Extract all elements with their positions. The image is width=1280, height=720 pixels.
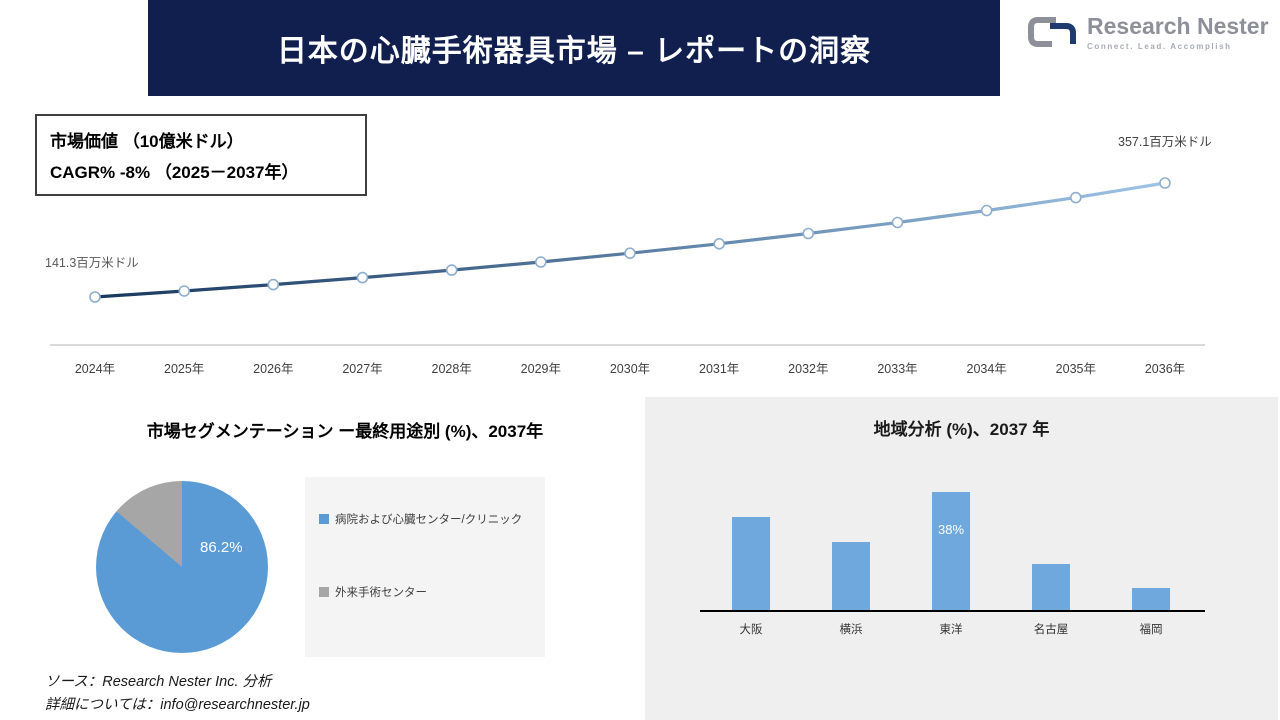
line-marker bbox=[534, 256, 547, 268]
source-note: ソース：Research Nester Inc. 分析 bbox=[45, 674, 272, 690]
bar-1 bbox=[732, 517, 770, 610]
bar-x-axis bbox=[700, 610, 1205, 612]
pie-legend: 病院および心臓センター/クリニック 外来手術センター bbox=[305, 477, 545, 657]
line-marker bbox=[891, 216, 904, 229]
contact-note: 詳細については：info@researchnester.jp bbox=[45, 697, 310, 713]
page-title: 日本の心臓手術器具市場 – レポートの洞察 bbox=[276, 35, 872, 68]
regional-analysis-panel: 地域分析 (%)、2037 年 大阪 横浜 38% 東洋 名古屋 福岡 bbox=[645, 397, 1278, 720]
legend-item: 病院および心臓センター/クリニック bbox=[319, 513, 531, 528]
x-axis-label: 2024年 bbox=[74, 362, 116, 376]
line-marker bbox=[802, 227, 815, 240]
line-marker bbox=[445, 264, 458, 276]
x-axis-label: 2034年 bbox=[966, 362, 1007, 376]
legend-label: 病院および心臓センター/クリニック bbox=[335, 514, 523, 526]
logo-tagline: Connect. Lead. Accomplish bbox=[1087, 42, 1232, 52]
bar-4 bbox=[1032, 563, 1070, 610]
line-marker bbox=[1070, 191, 1082, 204]
line-series bbox=[93, 181, 1167, 299]
cagr-label: CAGR% -8% （2025－2037年） bbox=[50, 163, 299, 182]
market-value-box: 市場価値 （10億米ドル） CAGR% -8% （2025－2037年） bbox=[35, 114, 367, 196]
x-axis-label: 2030年 bbox=[609, 362, 651, 376]
bar-category-label: 東洋 bbox=[939, 624, 963, 636]
x-axis-label: 2027年 bbox=[342, 362, 383, 376]
line-marker bbox=[267, 278, 280, 291]
line-marker bbox=[178, 285, 190, 297]
line-marker bbox=[980, 204, 993, 217]
legend-item: 外来手術センター bbox=[319, 586, 531, 601]
x-axis-label: 2036年 bbox=[1144, 362, 1186, 376]
logo-name: Research Nester bbox=[1087, 13, 1269, 39]
x-axis-labels: 2024年 2025年 2026年 2027年 2028年 2029年 2030年 2031年… bbox=[40, 358, 1240, 380]
line-marker bbox=[624, 247, 636, 259]
bar-category-label: 大阪 bbox=[739, 624, 763, 636]
bar-2 bbox=[832, 541, 870, 610]
bar-chart: 大阪 横浜 38% 東洋 名古屋 福岡 bbox=[645, 397, 1278, 720]
logo-text: Research Nester Connect. Lead. Accomplis… bbox=[1087, 13, 1269, 52]
bar-category-label: 福岡 bbox=[1139, 624, 1163, 636]
bar-category-label: 横浜 bbox=[839, 624, 863, 636]
x-axis-label: 2035年 bbox=[1055, 362, 1096, 376]
research-nester-logo: Research Nester Connect. Lead. Accomplis… bbox=[1026, 13, 1269, 55]
logo-icon bbox=[1026, 14, 1078, 55]
x-axis-label: 2033年 bbox=[877, 362, 918, 376]
legend-swatch bbox=[319, 586, 329, 597]
bar-category-label: 名古屋 bbox=[1033, 624, 1069, 636]
line-chart bbox=[50, 177, 1205, 346]
x-axis-label: 2029年 bbox=[520, 362, 561, 376]
bar-chart-title: 地域分析 (%)、2037 年 bbox=[873, 420, 1050, 439]
x-axis-label: 2031年 bbox=[699, 362, 740, 376]
line-marker bbox=[1159, 177, 1171, 189]
legend-label: 外来手術センター bbox=[335, 586, 427, 599]
legend-swatch bbox=[319, 514, 329, 524]
bar-5 bbox=[1132, 588, 1170, 610]
pie-chart-title: 市場セグメンテーション ー最終用途別 (%)、2037年 bbox=[146, 422, 544, 441]
x-axis-label: 2028年 bbox=[431, 362, 472, 376]
start-value-label: 141.3百万米ドル bbox=[45, 256, 139, 270]
title-banner: 日本の心臓手術器具市場 – レポートの洞察 bbox=[148, 0, 1000, 96]
x-axis-label: 2026年 bbox=[253, 362, 294, 376]
market-value-label: 市場価値 （10億米ドル） bbox=[50, 132, 244, 151]
line-marker bbox=[713, 238, 726, 250]
pie-chart: 86.2% bbox=[96, 481, 268, 653]
x-axis-label: 2025年 bbox=[164, 362, 205, 376]
bar-3: 38% bbox=[932, 492, 970, 610]
bar-data-label: 38% bbox=[937, 522, 965, 538]
end-value-label: 357.1百万米ドル bbox=[1118, 135, 1212, 149]
footer-notes: ソース：Research Nester Inc. 分析 詳細については：info… bbox=[45, 671, 310, 717]
line-marker bbox=[89, 291, 101, 303]
x-axis-label: 2032年 bbox=[788, 362, 829, 376]
line-marker bbox=[356, 271, 369, 284]
pie-slice-label: 86.2% bbox=[200, 539, 243, 556]
